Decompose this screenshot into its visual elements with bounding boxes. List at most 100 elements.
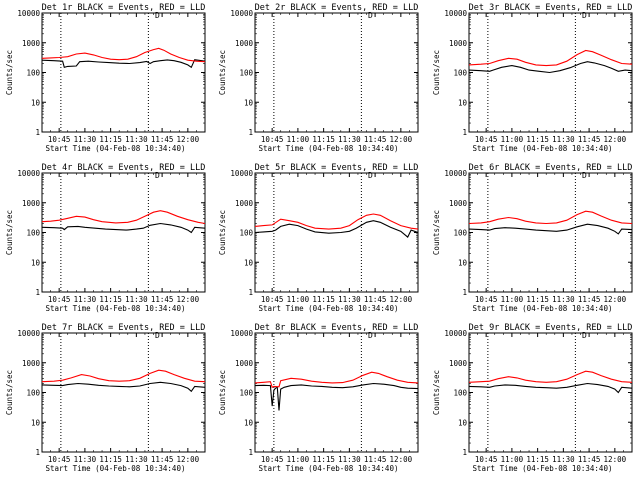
y-axis-label: Counts/sec — [5, 370, 14, 415]
events-series-line — [254, 220, 419, 238]
y-axis-label: Counts/sec — [5, 50, 14, 95]
x-tick-label: 11:15 — [99, 135, 122, 144]
y-tick-label: 10000 — [230, 329, 253, 338]
panel-title: Det 8r BLACK = Events, RED = LLD — [255, 323, 419, 333]
panel-title: Det 4r BLACK = Events, RED = LLD — [42, 163, 206, 173]
x-tick-label: 12:00 — [177, 455, 200, 464]
y-tick-label: 1 — [462, 448, 467, 457]
x-tick-label: 11:30 — [74, 135, 97, 144]
x-tick-label: 11:30 — [338, 135, 361, 144]
marker-glyph: D — [582, 11, 587, 20]
y-tick-label: 10 — [458, 258, 468, 267]
y-axis-label: Counts/sec — [432, 210, 441, 255]
x-tick-label: 12:00 — [604, 295, 627, 304]
x-tick-label: 11:45 — [151, 295, 174, 304]
panel-title: Det 2r BLACK = Events, RED = LLD — [255, 3, 419, 13]
x-tick-label: 11:00 — [501, 455, 524, 464]
x-tick-label: 11:15 — [526, 295, 549, 304]
y-tick-label: 10 — [244, 418, 254, 427]
x-tick-label: 12:00 — [604, 135, 627, 144]
marker-glyph: D — [368, 331, 373, 340]
y-tick-label: 1 — [248, 448, 253, 457]
x-tick-label: 11:15 — [526, 135, 549, 144]
x-tick-label: 11:30 — [74, 295, 97, 304]
x-tick-label: 11:00 — [501, 295, 524, 304]
x-tick-label: 12:00 — [177, 135, 200, 144]
y-tick-label: 100 — [26, 69, 40, 78]
events-series-line — [41, 59, 206, 69]
x-tick-label: 11:45 — [364, 135, 387, 144]
y-tick-label: 1000 — [22, 359, 41, 368]
x-axis-label: Start Time (04-Feb-08 10:34:40) — [46, 464, 186, 473]
panel-title: Det 9r BLACK = Events, RED = LLD — [469, 323, 633, 333]
lld-series-line — [41, 47, 206, 63]
x-tick-label: 11:15 — [312, 455, 335, 464]
y-tick-label: 1000 — [22, 39, 41, 48]
y-tick-label: 1000 — [22, 199, 41, 208]
x-axis-label: Start Time (04-Feb-08 10:34:40) — [259, 144, 399, 153]
y-axis-label: Counts/sec — [5, 210, 14, 255]
plot-frame — [254, 332, 419, 453]
x-tick-label: 11:45 — [151, 455, 174, 464]
y-tick-label: 1000 — [449, 359, 468, 368]
marker-glyph: D — [368, 11, 373, 20]
events-series-line — [41, 222, 206, 234]
marker-glyph: D — [155, 171, 160, 180]
x-tick-label: 11:45 — [578, 295, 601, 304]
y-tick-label: 1 — [248, 128, 253, 137]
x-tick-label: 11:30 — [125, 295, 148, 304]
x-tick-label: 12:00 — [604, 455, 627, 464]
panel-title: Det 7r BLACK = Events, RED = LLD — [42, 323, 206, 333]
marker-glyph: D — [582, 171, 587, 180]
x-tick-label: 10:45 — [475, 455, 498, 464]
y-tick-label: 10000 — [17, 329, 40, 338]
x-tick-label: 11:00 — [287, 135, 310, 144]
x-tick-label: 10:45 — [48, 295, 71, 304]
panel-title: Det 1r BLACK = Events, RED = LLD — [42, 3, 206, 13]
y-tick-label: 10 — [31, 258, 41, 267]
y-tick-label: 10 — [244, 258, 254, 267]
x-axis-label: Start Time (04-Feb-08 10:34:40) — [259, 464, 399, 473]
y-tick-label: 10 — [31, 418, 41, 427]
y-tick-label: 1000 — [449, 39, 468, 48]
y-tick-label: 10000 — [444, 329, 467, 338]
x-tick-label: 11:00 — [501, 135, 524, 144]
x-tick-label: 11:45 — [578, 135, 601, 144]
events-series-line — [468, 382, 633, 394]
y-axis-label: Counts/sec — [432, 370, 441, 415]
x-tick-label: 11:30 — [125, 455, 148, 464]
plot-frame — [254, 12, 419, 133]
x-tick-label: 10:45 — [261, 455, 284, 464]
x-axis-label: Start Time (04-Feb-08 10:34:40) — [259, 304, 399, 313]
x-tick-label: 12:00 — [390, 135, 413, 144]
lld-series-line — [41, 210, 206, 225]
events-series-line — [468, 223, 633, 235]
y-tick-label: 10000 — [17, 9, 40, 18]
y-tick-label: 100 — [453, 229, 467, 238]
marker-glyph: D — [155, 11, 160, 20]
x-tick-label: 11:30 — [125, 135, 148, 144]
events-series-line — [254, 382, 419, 411]
lld-series-line — [468, 49, 633, 67]
x-tick-label: 11:15 — [99, 295, 122, 304]
y-axis-label: Counts/sec — [218, 210, 227, 255]
x-tick-label: 11:15 — [312, 135, 335, 144]
y-tick-label: 100 — [26, 389, 40, 398]
plot-frame — [468, 172, 633, 293]
y-axis-label: Counts/sec — [218, 50, 227, 95]
y-tick-label: 1 — [35, 288, 40, 297]
lld-series-line — [468, 210, 633, 225]
plot-frame — [41, 172, 206, 293]
lld-series-line — [468, 370, 633, 383]
y-tick-label: 1 — [462, 288, 467, 297]
y-tick-label: 100 — [453, 69, 467, 78]
x-tick-label: 10:45 — [48, 135, 71, 144]
y-tick-label: 10000 — [230, 169, 253, 178]
x-tick-label: 11:00 — [287, 295, 310, 304]
